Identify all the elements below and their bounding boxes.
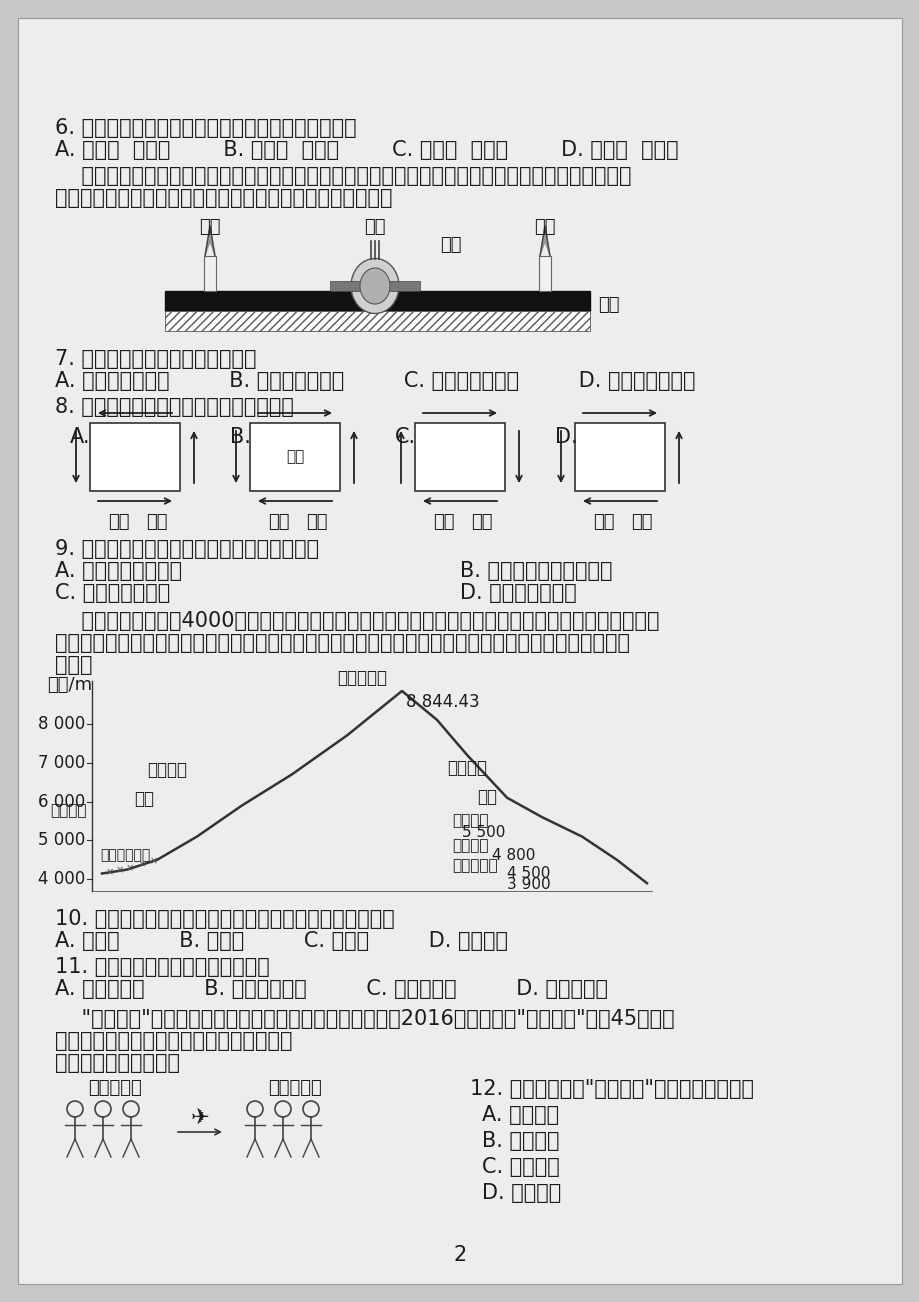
Ellipse shape: [351, 259, 399, 314]
Text: A. 将洋葱先进行加热: A. 将洋葱先进行加热: [55, 561, 182, 581]
Text: 蜡烛: 蜡烛: [534, 217, 555, 236]
Text: 南坡: 南坡: [476, 788, 496, 806]
Text: 蜡烛: 蜡烛: [108, 513, 130, 531]
Text: 砧板: 砧板: [286, 449, 304, 465]
Text: 珠穆朗玛峰: 珠穆朗玛峰: [336, 669, 387, 687]
Text: 洋葱: 洋葱: [471, 513, 493, 531]
Text: 5 500: 5 500: [461, 825, 505, 840]
Text: ×: ×: [126, 863, 134, 874]
Text: 为了避免在切洋葱时眼睛流泪，人们在实践中想了很多办法，其中在砧板边放置点燃的蜡烛就能有效: 为了避免在切洋葱时眼睛流泪，人们在实践中想了很多办法，其中在砧板边放置点燃的蜡烛…: [55, 165, 630, 186]
Text: C. 气候条件: C. 气候条件: [482, 1157, 559, 1177]
Text: 高山草甸草原: 高山草甸草原: [100, 848, 150, 862]
Bar: [90, 423, 180, 491]
Text: 小题。: 小题。: [55, 655, 93, 674]
Text: 5 000: 5 000: [38, 832, 85, 849]
Text: 蜡烛: 蜡烛: [199, 217, 221, 236]
Text: C.: C.: [394, 427, 415, 447]
Text: 海拔/m: 海拔/m: [47, 676, 92, 694]
Text: 6 000: 6 000: [38, 793, 85, 811]
Text: 高山草甸: 高山草甸: [451, 838, 488, 854]
Text: 3 900: 3 900: [506, 878, 550, 892]
Text: A. 经济因素: A. 经济因素: [482, 1105, 559, 1125]
Text: 洋葱: 洋葱: [146, 513, 167, 531]
Polygon shape: [205, 227, 215, 256]
Text: 2: 2: [453, 1245, 466, 1266]
Text: ×: ×: [150, 857, 158, 866]
Text: 河的发源地，具有独特的自然景观。下图为喜马拉雅山南北坡植被分布示意图。结合材料，读图完成下面: 河的发源地，具有独特的自然景观。下图为喜马拉雅山南北坡植被分布示意图。结合材料，…: [55, 633, 630, 654]
Bar: [330, 281, 420, 292]
Text: 解决这一问题，下图示意切洋葱的场景。据此完成下面小题。: 解决这一问题，下图示意切洋葱的场景。据此完成下面小题。: [55, 187, 392, 208]
Text: 4 000: 4 000: [38, 870, 85, 888]
Text: 蜡烛: 蜡烛: [268, 513, 289, 531]
Text: 11. 影响图中植被分布的主导因素是: 11. 影响图中植被分布的主导因素是: [55, 957, 269, 976]
Text: 6. 该日太阳直射点位置及随后一周直射点移动方向是: 6. 该日太阳直射点位置及随后一周直射点移动方向是: [55, 118, 357, 138]
Text: ×: ×: [116, 866, 124, 875]
Bar: [165, 311, 589, 331]
Text: 蜡烛: 蜡烛: [593, 513, 614, 531]
Text: 8 844.43: 8 844.43: [405, 693, 479, 711]
Text: ×: ×: [106, 867, 114, 878]
Polygon shape: [539, 227, 550, 256]
Text: 12. 在海南省形成"候鸟老人"现象的首要因素是: 12. 在海南省形成"候鸟老人"现象的首要因素是: [470, 1079, 754, 1099]
Bar: [250, 423, 340, 491]
Text: 洋葱: 洋葱: [630, 513, 652, 531]
Text: 高山灌木林: 高山灌木林: [451, 858, 497, 872]
Text: 夏天去北方: 夏天去北方: [88, 1079, 142, 1098]
Text: 8 000: 8 000: [38, 715, 85, 733]
Text: B.: B.: [230, 427, 251, 447]
Text: D. 婚姻家庭: D. 婚姻家庭: [482, 1184, 561, 1203]
Bar: [574, 423, 664, 491]
Text: "候鸟老人"是随季节变化而迁移居住地的老人。据统计，2016年海南省的"候鸟老人"已超45万人，: "候鸟老人"是随季节变化而迁移居住地的老人。据统计，2016年海南省的"候鸟老人…: [55, 1009, 674, 1029]
Text: 北坡: 北坡: [134, 790, 153, 809]
Text: 青藏高原平均海拔4000米以上，大气稀薄，太阳辐射强，但气温低，降水稀少，草甸广布，是大江大: 青藏高原平均海拔4000米以上，大气稀薄，太阳辐射强，但气温低，降水稀少，草甸广…: [55, 611, 659, 631]
Text: 7 000: 7 000: [38, 754, 85, 772]
Text: 洋葱: 洋葱: [364, 217, 385, 236]
Text: A. 差异性         B. 整体性         C. 特殊性         D. 非地带性: A. 差异性 B. 整体性 C. 特殊性 D. 非地带性: [55, 931, 507, 950]
Text: 积雪冰川: 积雪冰川: [447, 759, 486, 777]
Text: C. 洒香水改善气味: C. 洒香水改善气味: [55, 583, 170, 603]
Bar: [204, 256, 216, 292]
Text: 砧板: 砧板: [439, 236, 461, 254]
Text: A. 北半球  向北移        B. 南半球  向北移        C. 北半球  向南移        D. 南半球  向南移: A. 北半球 向北移 B. 南半球 向北移 C. 北半球 向南移 D. 南半球 …: [55, 141, 678, 160]
Text: B. 在有阳光照射的地方切: B. 在有阳光照射的地方切: [460, 561, 612, 581]
Text: 7. 此生活技巧所体现的地理原理为: 7. 此生活技巧所体现的地理原理为: [55, 349, 256, 368]
Text: 4 500: 4 500: [506, 866, 550, 880]
Text: 4 800: 4 800: [492, 848, 535, 863]
Text: A. 大气的保温作用         B. 大气的热力环流         C. 大气的削弱作用         D. 大气的温室效应: A. 大气的保温作用 B. 大气的热力环流 C. 大气的削弱作用 D. 大气的温…: [55, 371, 695, 391]
Text: 10. 材料中关于青藏高原特征的描述体现了自然地理环境的: 10. 材料中关于青藏高原特征的描述体现了自然地理环境的: [55, 909, 394, 930]
Text: 读图，完成下面小题。: 读图，完成下面小题。: [55, 1053, 180, 1073]
Text: 主要来自东北三省、北京市和长三角地区。: 主要来自东北三省、北京市和长三角地区。: [55, 1031, 292, 1051]
Text: A.: A.: [70, 427, 90, 447]
Text: ×: ×: [138, 859, 146, 870]
Text: 积雪冰川: 积雪冰川: [147, 760, 187, 779]
Text: A. 光照、气温         B. 土壤、降水量         C. 光照、土壤         D. 热量、水分: A. 光照、气温 B. 土壤、降水量 C. 光照、土壤 D. 热量、水分: [55, 979, 607, 999]
Text: 高寒荒漠: 高寒荒漠: [451, 814, 488, 828]
Text: 8. 下列四图中能够正确解释上述原理的是: 8. 下列四图中能够正确解释上述原理的是: [55, 397, 293, 417]
Text: D. 在冰箱冷却洋葱: D. 在冰箱冷却洋葱: [460, 583, 576, 603]
Ellipse shape: [359, 268, 390, 303]
Text: 桌面: 桌面: [597, 296, 618, 314]
Text: 蜡烛: 蜡烛: [433, 513, 454, 531]
Bar: [414, 423, 505, 491]
Text: 冬天去南方: 冬天去南方: [267, 1079, 322, 1098]
Text: 9. 为了增强切洋葱时的防护效果，人们还可以: 9. 为了增强切洋葱时的防护效果，人们还可以: [55, 539, 319, 559]
Text: D.: D.: [554, 427, 577, 447]
Bar: [539, 256, 550, 292]
Text: 高寒荒漠: 高寒荒漠: [51, 803, 87, 819]
Text: 洋葱: 洋葱: [306, 513, 327, 531]
Text: B. 养老设施: B. 养老设施: [482, 1131, 559, 1151]
Text: ✈: ✈: [190, 1108, 210, 1128]
Bar: [165, 292, 589, 311]
